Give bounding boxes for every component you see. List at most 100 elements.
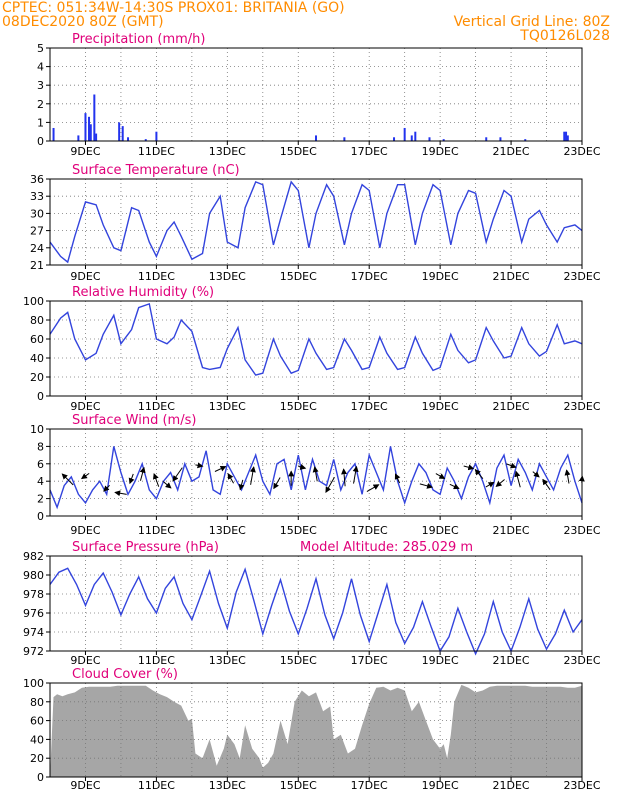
precip-bar — [343, 137, 346, 141]
x-tick-label: 17DEC — [351, 779, 388, 792]
wind-arrow — [114, 490, 127, 497]
wind-arrow — [341, 468, 348, 487]
x-tick-label: 23DEC — [563, 524, 600, 537]
y-tick-label: 2 — [37, 493, 44, 506]
y-tick-label: 2 — [37, 98, 44, 111]
precip-bar — [144, 139, 147, 141]
wind-arrow — [485, 481, 495, 488]
x-tick-label: 11DEC — [138, 400, 175, 413]
header-model-code: TQ0126L028 — [519, 28, 610, 44]
y-tick-label: 0 — [37, 390, 44, 403]
wind-arrow — [532, 471, 540, 478]
wind-arrow — [273, 477, 281, 490]
x-tick-label: 21DEC — [493, 400, 530, 413]
wind-arrow — [172, 467, 183, 482]
panel-5: Surface Pressure (hPa) Model Altitude: 28… — [23, 540, 601, 667]
wind-arrow — [195, 462, 204, 469]
wind-arrow — [514, 470, 521, 488]
x-tick-label: 21DEC — [493, 270, 530, 283]
y-tick-label: 20 — [30, 371, 44, 384]
wind-arrow — [128, 473, 135, 485]
wind-arrow — [419, 482, 433, 489]
y-tick-label: 27 — [30, 225, 44, 238]
wind-arrow — [435, 473, 446, 479]
precip-bar — [442, 139, 445, 141]
x-tick-label: 23DEC — [563, 400, 600, 413]
precip-bar — [121, 126, 124, 141]
wind-arrow — [312, 466, 319, 482]
header-station: CPTEC: 051:34W-14:30S PROX01: BRITANIA (… — [2, 0, 345, 16]
y-tick-label: 0 — [37, 771, 44, 784]
panel-title: Precipitation (mm/h) — [72, 32, 205, 47]
panel-frame — [49, 682, 583, 778]
x-tick-label: 11DEC — [138, 145, 175, 158]
x-tick-label: 23DEC — [563, 654, 600, 667]
panel-title: Cloud Cover (%) — [72, 667, 178, 682]
y-tick-label: 40 — [30, 733, 44, 746]
header-run-time: 08DEC2020 80Z (GMT) — [2, 14, 164, 30]
y-tick-label: 36 — [30, 173, 44, 186]
precip-bar — [403, 127, 406, 141]
wind-arrow — [61, 473, 74, 486]
panel-frame — [49, 47, 583, 142]
wind-arrow — [564, 469, 571, 484]
x-tick-label: 23DEC — [563, 270, 600, 283]
wind-arrow — [352, 465, 359, 484]
wind-arrow — [103, 484, 110, 492]
wind-arrow — [80, 472, 90, 480]
y-tick-label: 982 — [23, 550, 44, 563]
precip-bar — [84, 113, 87, 141]
x-tick-label: 13DEC — [209, 400, 246, 413]
panel-2: Surface Temperature (nC) 21 24 27 30 33 36 9DEC… — [30, 163, 601, 283]
precip-bar — [563, 131, 566, 141]
precip-bar — [118, 122, 121, 141]
panel-title: Surface Temperature (nC) — [72, 163, 240, 178]
y-tick-label: 976 — [23, 607, 44, 620]
precip-bar — [315, 135, 317, 141]
panel-frame — [49, 555, 583, 652]
precip-bar — [485, 137, 488, 141]
y-tick-label: 20 — [30, 752, 44, 765]
header-grid-note: Vertical Grid Line: 80Z — [454, 14, 610, 30]
precip-bar — [127, 137, 130, 141]
y-tick-label: 24 — [30, 242, 44, 255]
panel-title: Surface Wind (m/s) — [72, 413, 196, 428]
precip-bar — [89, 124, 92, 141]
wind-arrow — [139, 466, 146, 481]
y-tick-label: 3 — [37, 79, 44, 92]
y-tick-label: 5 — [37, 42, 44, 55]
x-tick-label: 13DEC — [209, 654, 246, 667]
x-tick-label: 19DEC — [422, 524, 459, 537]
precip-bar — [410, 135, 413, 141]
series-line — [49, 180, 583, 264]
y-tick-label: 980 — [23, 569, 44, 582]
panel-1: Precipitation (mm/h) 0 1 2 3 4 5 9DEC 11DEC 13DEC… — [37, 32, 601, 158]
wind-arrow — [366, 484, 380, 492]
panel-3: Relative Humidity (%) 0 20 40 60 80 100 9DEC 11D… — [23, 285, 601, 413]
x-tick-label: 23DEC — [563, 779, 600, 792]
x-tick-label: 9DEC — [70, 779, 100, 792]
y-tick-label: 0 — [37, 135, 44, 148]
y-tick-label: 40 — [30, 352, 44, 365]
x-tick-label: 17DEC — [351, 145, 388, 158]
x-tick-label: 9DEC — [70, 145, 100, 158]
y-tick-label: 974 — [23, 626, 44, 639]
y-tick-label: 0 — [37, 510, 44, 523]
cloud-cover-area — [50, 684, 582, 777]
chart-panels: Precipitation (mm/h) 0 1 2 3 4 5 9DEC 11DEC 13DEC… — [23, 32, 601, 792]
precip-bar — [88, 116, 91, 141]
precip-bar — [95, 133, 98, 141]
wind-arrow — [152, 473, 160, 487]
precip-bar — [566, 135, 569, 141]
y-tick-label: 80 — [30, 314, 44, 327]
model-altitude-label: Model Altitude: 285.029 m — [300, 540, 473, 555]
precip-bar — [428, 137, 431, 141]
x-tick-label: 23DEC — [563, 145, 600, 158]
precip-bar — [393, 137, 396, 141]
x-tick-label: 13DEC — [209, 145, 246, 158]
x-tick-label: 11DEC — [138, 270, 175, 283]
y-tick-label: 972 — [23, 645, 44, 658]
panel-frame — [49, 178, 583, 266]
precip-bar — [93, 94, 96, 141]
